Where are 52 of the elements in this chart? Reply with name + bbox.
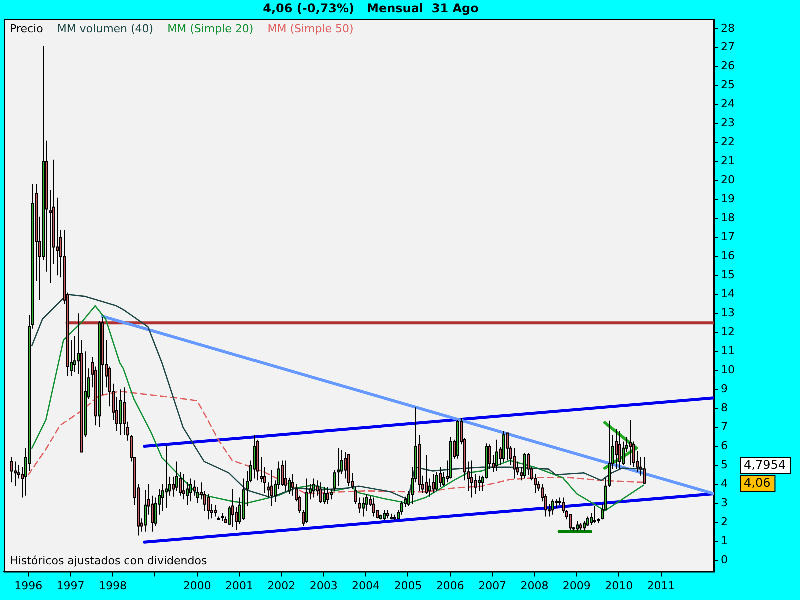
x-tick-label: 2003: [310, 579, 338, 592]
y-tick-label: 8: [721, 401, 728, 414]
y-tick-label: 1: [721, 534, 728, 548]
y-tick-label: 7: [721, 420, 728, 434]
annotation: Históricos ajustados con dividendos: [10, 554, 208, 568]
x-tick-label: 1998: [98, 579, 127, 592]
text: MM (Simple 50): [268, 22, 354, 36]
y-tick-label: 28: [721, 22, 736, 35]
y-tick-label: 18: [721, 212, 736, 225]
y-tick-label: 23: [721, 116, 736, 130]
text: MM volumen (40): [57, 22, 154, 36]
y-tick-label: 4: [721, 477, 728, 490]
y-tick-label: 6: [721, 439, 728, 452]
y-tick-label: 26: [721, 60, 736, 73]
y-tick-label: 14: [721, 288, 736, 301]
x-tick-label: 2005: [394, 579, 422, 592]
y-tick-label: 11: [721, 344, 736, 358]
y-tick-label: 21: [721, 154, 736, 168]
y-tick-label: 17: [721, 230, 736, 244]
x-tick-label: 2002: [268, 579, 296, 592]
x-tick-label: 1997: [56, 579, 85, 592]
x-tick-label: 2007: [478, 579, 507, 592]
y-tick-label: 12: [721, 325, 736, 338]
x-tick-label: 2008: [520, 579, 549, 592]
y-tick-label: 0: [721, 553, 728, 566]
y-tick-label: 3: [721, 496, 728, 510]
y-tick-label: 15: [721, 268, 736, 282]
y-tick-label: 22: [721, 136, 736, 149]
x-tick-label: 2000: [183, 579, 212, 592]
text: 4,06: [744, 476, 771, 490]
x-tick-label: 2001: [225, 579, 254, 592]
text: MM (Simple 20): [168, 22, 254, 36]
y-tick-label: 16: [721, 250, 736, 263]
x-tick-label: 2004: [352, 579, 380, 592]
text: Precio: [10, 22, 44, 36]
x-tick-label: 2010: [605, 579, 634, 592]
x-tick-label: 2006: [436, 579, 464, 592]
x-tick-label: 1996: [14, 579, 43, 592]
y-tick-label: 24: [721, 98, 736, 111]
y-tick-label: 2: [721, 515, 728, 528]
y-tick-label: 27: [721, 40, 736, 54]
y-tick-label: 10: [721, 363, 736, 376]
y-tick-label: 19: [721, 192, 736, 206]
x-tick-label: 2009: [562, 579, 591, 592]
y-tick-label: 5: [721, 458, 728, 472]
x-tick-label: 2011: [647, 579, 676, 592]
text: 4,7954: [744, 458, 786, 472]
y-tick-label: 20: [721, 174, 736, 187]
y-tick-label: 9: [721, 382, 728, 396]
y-tick-label: 13: [721, 306, 736, 320]
y-tick-label: 25: [721, 78, 736, 92]
chart-title: 4,06 (-0,73%) Mensual 31 Ago: [263, 1, 479, 16]
